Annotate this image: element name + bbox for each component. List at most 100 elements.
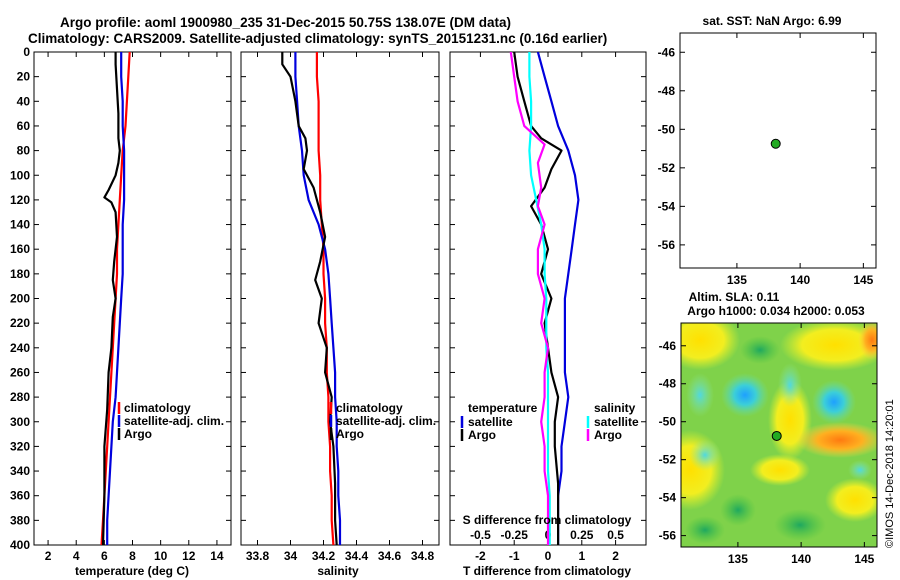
x2-tick-label: -0.5 (470, 528, 491, 542)
map-x-tick-label: 135 (728, 552, 748, 566)
x-tick-label: 2 (612, 549, 619, 563)
series-satellite-adj-clim (294, 52, 342, 545)
sla-patch (686, 373, 714, 417)
sla-patch (685, 516, 725, 544)
depth-tick-label: 120 (10, 193, 30, 207)
depth-tick-label: 100 (10, 168, 30, 182)
map-x-tick-label: 135 (727, 273, 747, 287)
depth-tick-label: 180 (10, 267, 30, 281)
depth-tick-label: 300 (10, 415, 30, 429)
map-x-tick-label: 140 (791, 552, 811, 566)
x-tick-label: 8 (129, 549, 136, 563)
map-y-tick-label: -50 (658, 122, 676, 136)
depth-tick-label: 200 (10, 292, 30, 306)
sla-patch (825, 478, 877, 522)
map-y-tick-label: -48 (658, 84, 676, 98)
legend-label-satellite: satellite-adj. clim. (124, 414, 224, 428)
series-climatology (315, 52, 335, 545)
sla-patch (720, 494, 756, 526)
map-y-tick-label: -52 (658, 161, 676, 175)
sla-patch (689, 439, 721, 471)
salinity-depth-ticks (241, 51, 439, 546)
difference-panel: -2 -1 0 1 2-0.5 -0.25 0 0.25 0.5 T difference fr… (449, 51, 647, 578)
x-tick-label: 0 (545, 549, 552, 563)
legend-label-climatology: climatology (124, 401, 191, 415)
map-x-tick-label: 145 (853, 273, 873, 287)
series-salinity-satellite (528, 52, 551, 545)
legend-label-temp-argo: Argo (468, 428, 496, 442)
depth-tick-label: 60 (17, 119, 31, 133)
sla-map-markers (771, 430, 782, 441)
x-tick-label: 1 (578, 549, 585, 563)
legend-label-satellite: satellite-adj. clim. (336, 414, 436, 428)
depth-tick-label: 400 (10, 538, 30, 552)
map-x-tick-label: 140 (790, 273, 810, 287)
depth-tick-label: 240 (10, 341, 30, 355)
temperature-x-label: temperature (deg C) (75, 564, 189, 578)
series-temperature-argo (513, 52, 563, 545)
depth-tick-label: 320 (10, 439, 30, 453)
depth-tick-label: 40 (17, 94, 31, 108)
salinity-diff-legend: salinity satellite Argo (586, 401, 639, 442)
argo-location-marker (771, 430, 782, 441)
map-y-tick-label: -48 (659, 377, 677, 391)
temperature-legend: climatology satellite-adj. clim. Argo (117, 401, 224, 441)
series-argo (101, 52, 121, 545)
map-x-tick-label: 145 (854, 552, 874, 566)
sla-patch (740, 336, 780, 364)
x-tick-label: 34.4 (345, 549, 369, 563)
x-tick-label: 6 (101, 549, 108, 563)
depth-tick-label: 0 (23, 45, 30, 59)
salinity-legend: climatology satellite-adj. clim. Argo (329, 401, 436, 441)
x-tick-label: -2 (475, 549, 486, 563)
map-y-tick-label: -50 (659, 415, 677, 429)
sla-map-panel: Altim. SLA: 0.11 Argo h1000: 0.034 h2000… (659, 290, 878, 566)
figure-subtitle: Climatology: CARS2009. Satellite-adjuste… (28, 31, 607, 46)
series-salinity-argo (509, 52, 550, 545)
sla-map-axes: 135 140 145 -46 -48 -50 -52 -54 -56 (659, 323, 877, 566)
salinity-x-axis: 33.8 34 34.2 34.4 34.6 34.8 (246, 52, 435, 563)
map-y-tick-label: -56 (659, 529, 677, 543)
depth-axis: 0 20 40 60 80 100 120 140 160 180 200 220 240 260 280 3… (10, 45, 231, 552)
sla-patch (721, 373, 769, 417)
series-satellite-adj-clim (106, 52, 126, 545)
temperature-diff-legend: temperature satellite Argo (460, 401, 538, 442)
legend-title-salinity: salinity (594, 401, 636, 415)
depth-tick-label: 160 (10, 242, 30, 256)
x-tick-label: 33.8 (246, 549, 270, 563)
map-y-tick-label: -54 (659, 491, 677, 505)
difference-series (509, 52, 580, 545)
sla-map-subtitle: Argo h1000: 0.034 h2000: 0.053 (687, 304, 865, 318)
argo-location-marker (770, 138, 781, 149)
sla-heatmap (681, 323, 877, 547)
legend-label-climatology: climatology (336, 401, 403, 415)
difference-depth-ticks (450, 51, 646, 546)
depth-tick-label: 140 (10, 218, 30, 232)
sst-map-frame (679, 32, 877, 269)
map-y-tick-label: -52 (659, 453, 677, 467)
depth-tick-label: 220 (10, 316, 30, 330)
depth-tick-label: 280 (10, 390, 30, 404)
sla-patch (795, 422, 877, 458)
sla-map-title: Altim. SLA: 0.11 (689, 290, 780, 304)
x-tick-label: 34 (284, 549, 298, 563)
x-tick-label: -1 (509, 549, 520, 563)
depth-tick-label: 20 (17, 70, 31, 84)
x-tick-label: 14 (210, 549, 224, 563)
x-tick-label: 34.2 (312, 549, 336, 563)
legend-title-temperature: temperature (468, 401, 538, 415)
sla-patch (780, 323, 877, 371)
difference-x2-label: S difference from climatology (463, 513, 632, 527)
map-y-tick-label: -46 (659, 339, 677, 353)
series-argo (281, 52, 338, 545)
legend-label-argo: Argo (336, 427, 364, 441)
series-temperature-satellite (536, 52, 580, 545)
figure-title: Argo profile: aoml 1900980_235 31-Dec-20… (60, 15, 511, 30)
imos-credit: ©IMOS 14-Dec-2018 14:20:01 (884, 399, 896, 548)
sst-map-panel: sat. SST: NaN Argo: 6.99 135 140 145 -46 -48… (658, 14, 877, 287)
salinity-plot-frame (240, 51, 440, 546)
temperature-plot-frame (33, 51, 232, 546)
depth-tick-label: 360 (10, 489, 30, 503)
salinity-x-label: salinity (317, 564, 359, 578)
